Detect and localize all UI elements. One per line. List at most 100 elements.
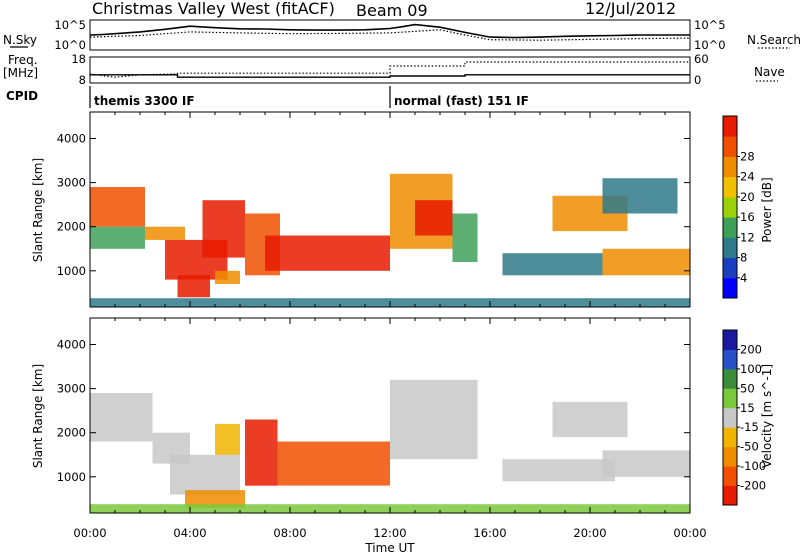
power-cell-11 xyxy=(452,213,478,262)
power-ytick-label-2: 3000 xyxy=(57,176,86,190)
velocity-ytick-label-2: 3000 xyxy=(57,382,86,396)
power-ylabel: Slant Range [km] xyxy=(31,158,45,262)
power-colorbar-tick-label-3: 16 xyxy=(740,210,755,224)
power-cell-1 xyxy=(90,226,145,249)
cpid-label: CPID xyxy=(6,89,38,103)
velocity-colorbar-tick-label-4: 15 xyxy=(740,401,755,415)
power-colorbar-swatch-2 xyxy=(723,237,737,258)
velocity-colorbar-swatch-2 xyxy=(723,446,737,467)
noise-line-nsky xyxy=(89,23,690,39)
power-colorbar-swatch-5 xyxy=(723,176,737,198)
power-colorbar: 4 8 12 16 20 24 28 xyxy=(722,115,755,299)
velocity-colorbar-swatch-6 xyxy=(723,368,737,389)
velocity-colorbar-swatch-7 xyxy=(723,349,737,370)
beam-label: Beam 09 xyxy=(356,1,428,20)
x-tick-label-5: 20:00 xyxy=(573,526,606,540)
power-colorbar-swatch-0 xyxy=(723,277,737,299)
power-cell-6 xyxy=(215,270,240,284)
velocity-colorbar-tick-label-6: 100 xyxy=(740,362,762,376)
freq-label: Freq. xyxy=(8,53,38,67)
x-axis-label: Time UT xyxy=(364,541,415,554)
power-cell-13 xyxy=(602,248,690,276)
noise-right-tick-top: 10^5 xyxy=(694,18,726,32)
velocity-ytick-label-3: 4000 xyxy=(57,338,86,352)
power-colorbar-tick-label-5: 24 xyxy=(740,170,755,184)
nave-right-tick-bottom: 0 xyxy=(694,73,701,87)
power-cell-5 xyxy=(177,275,210,298)
power-panel: 1000 2000 3000 4000 Slant Range [km] xyxy=(31,111,691,308)
freq-line-frequency xyxy=(90,74,690,78)
nave-right-tick-top: 60 xyxy=(694,52,709,66)
power-colorbar-swatch-8 xyxy=(723,116,737,137)
velocity-colorbar-swatch-0 xyxy=(723,485,737,506)
velocity-colorbar-tick-label-0: -200 xyxy=(740,479,766,493)
power-colorbar-label: Power [dB] xyxy=(760,177,774,242)
velocity-cell-4 xyxy=(185,490,245,508)
power-cell-15 xyxy=(602,178,678,214)
velocity-ytick-label-0: 1000 xyxy=(57,470,86,484)
velocity-colorbar-tick-label-7: 200 xyxy=(740,342,762,356)
x-tick-label-6: 00:00 xyxy=(673,526,706,540)
power-cell-10 xyxy=(415,200,453,236)
power-cell-0 xyxy=(90,187,145,227)
velocity-colorbar-swatch-8 xyxy=(723,330,737,350)
station-title: Christmas Valley West (fitACF) xyxy=(92,0,335,18)
velocity-colorbar-swatch-1 xyxy=(723,466,737,486)
nsearch-label: N.Search xyxy=(747,33,800,47)
velocity-cell-0 xyxy=(90,393,153,442)
power-colorbar-tick-label-6: 28 xyxy=(740,149,755,163)
power-cell-8 xyxy=(265,235,390,271)
power-colorbar-swatch-4 xyxy=(723,196,737,218)
power-ytick-label-3: 4000 xyxy=(57,132,86,146)
velocity-panel: 1000 2000 3000 4000 00:00 04:00 08:00 12:00 16:0… xyxy=(31,317,707,554)
noise-panel: 10^5 10^0 10^5 10^0 xyxy=(54,18,725,52)
power-colorbar-swatch-1 xyxy=(723,257,737,279)
velocity-cell-5 xyxy=(245,419,278,486)
velocity-colorbar-swatch-3 xyxy=(723,427,737,448)
x-tick-label-3: 12:00 xyxy=(373,526,406,540)
velocity-colorbar-tick-label-2: -50 xyxy=(740,440,759,454)
velocity-cell-9 xyxy=(552,401,628,438)
cpid-band: themis 3300 IF normal (fast) 151 IF xyxy=(89,86,529,108)
velocity-cell-6 xyxy=(277,441,390,486)
power-colorbar-tick-label-1: 8 xyxy=(740,251,747,265)
power-colorbar-swatch-3 xyxy=(723,217,737,238)
frequency-panel: 18 8 60 0 xyxy=(71,52,708,87)
freq-line-nave xyxy=(89,61,690,78)
power-colorbar-tick-label-0: 4 xyxy=(740,271,747,285)
velocity-colorbar-tick-label-5: 50 xyxy=(740,381,755,395)
date-label: 12/Jul/2012 xyxy=(585,0,676,18)
velocity-cell-10 xyxy=(602,450,690,477)
nave-label: Nave xyxy=(754,65,785,79)
power-colorbar-swatch-6 xyxy=(723,156,737,178)
power-ytick-label-1: 2000 xyxy=(57,220,86,234)
velocity-colorbar-label: Velocity [m s^-1] xyxy=(760,364,774,468)
velocity-ytick-label-1: 2000 xyxy=(57,426,86,440)
velocity-colorbar-frame xyxy=(722,329,738,506)
power-cell-12 xyxy=(502,253,603,276)
velocity-cell-8 xyxy=(502,459,615,482)
velocity-colorbar-tick-label-1: -100 xyxy=(740,459,766,473)
noise-right-tick-bottom: 10^0 xyxy=(694,38,726,52)
power-ytick-label-0: 1000 xyxy=(57,264,86,278)
power-colorbar-swatch-7 xyxy=(723,136,737,157)
x-tick-label-2: 08:00 xyxy=(273,526,306,540)
freq-unit-label: [MHz] xyxy=(3,66,38,80)
noise-left-tick-top: 10^5 xyxy=(54,18,86,32)
velocity-colorbar: -200 -100 -50 -15 15 50 100 200 xyxy=(722,329,766,506)
power-colorbar-tick-label-2: 12 xyxy=(740,230,755,244)
power-colorbar-tick-label-4: 20 xyxy=(740,190,755,204)
x-tick-label-1: 04:00 xyxy=(173,526,206,540)
velocity-cell-2 xyxy=(170,454,240,495)
velocity-cell-3 xyxy=(215,423,240,455)
cpid-mode-label-1: normal (fast) 151 IF xyxy=(394,94,529,108)
nsky-label: N.Sky xyxy=(3,33,37,47)
power-colorbar-frame xyxy=(722,115,738,299)
x-tick-label-4: 16:00 xyxy=(473,526,506,540)
power-cell-4 xyxy=(202,200,245,258)
x-tick-label-0: 00:00 xyxy=(73,526,106,540)
freq-left-tick-top: 18 xyxy=(71,52,86,66)
velocity-cell-7 xyxy=(390,379,478,460)
velocity-colorbar-tick-label-3: -15 xyxy=(740,420,759,434)
